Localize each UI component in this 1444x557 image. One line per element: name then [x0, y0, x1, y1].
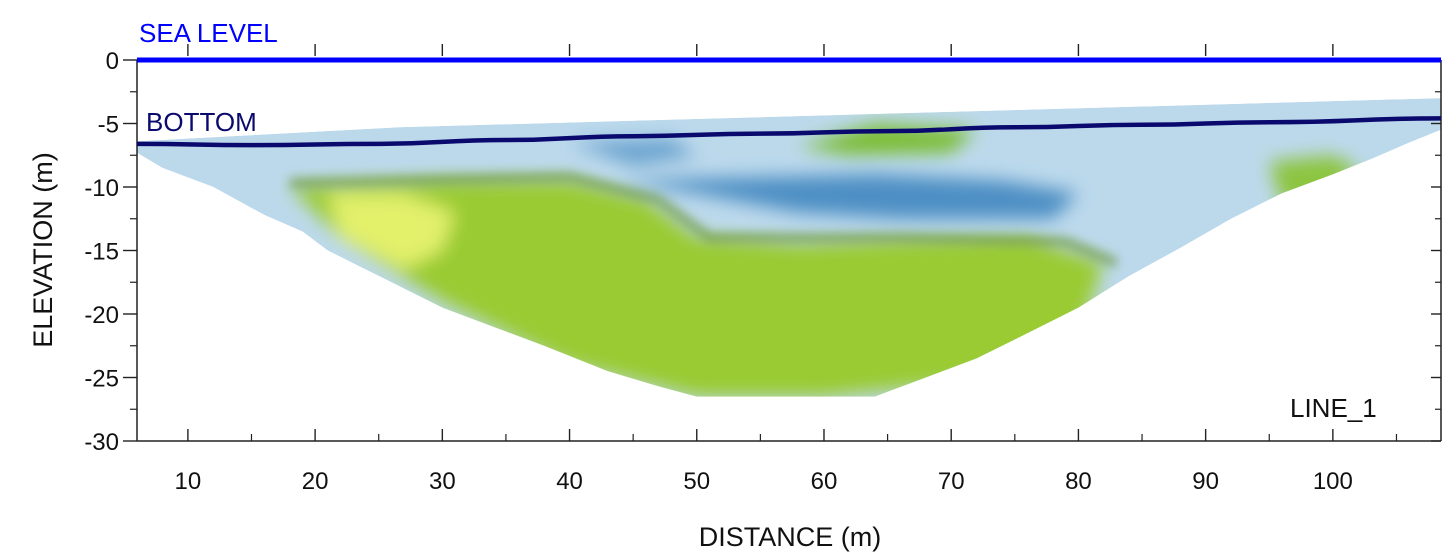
section-unit-5 — [1269, 155, 1359, 207]
x-tick-label: 10 — [175, 468, 202, 495]
x-axis-ticks: 10 20 30 40 50 60 70 80 90 100 — [175, 44, 1398, 495]
y-tick-label: -25 — [84, 366, 119, 393]
y-tick-label: -15 — [84, 239, 119, 266]
section-unit-6 — [569, 138, 697, 166]
section-unit-2 — [620, 174, 1079, 219]
y-tick-label: 0 — [106, 48, 119, 75]
x-tick-label: 40 — [556, 468, 583, 495]
sea-level-label: SEA LEVEL — [139, 18, 278, 48]
x-tick-label: 60 — [811, 468, 838, 495]
bottom-line — [136, 116, 1442, 148]
section-unit-1 — [289, 180, 1104, 397]
y-tick-label: -10 — [84, 175, 119, 202]
x-tick-label: 30 — [429, 468, 456, 495]
x-tick-label: 20 — [302, 468, 329, 495]
x-tick-label: 80 — [1065, 468, 1092, 495]
x-tick-label: 90 — [1192, 468, 1219, 495]
y-tick-label: -20 — [84, 302, 119, 329]
bottom-label: BOTTOM — [146, 107, 257, 137]
section-unit-3 — [327, 193, 455, 270]
x-tick-label: 50 — [683, 468, 710, 495]
y-tick-label: -30 — [84, 429, 119, 456]
transition-band — [289, 171, 1119, 268]
y-axis-title: ELEVATION (m) — [28, 152, 58, 348]
y-tick-label: -5 — [98, 112, 119, 139]
x-tick-label: 100 — [1313, 468, 1353, 495]
section-label: LINE_1 — [1290, 393, 1377, 423]
x-axis-title: DISTANCE (m) — [699, 522, 882, 552]
x-tick-label: 70 — [938, 468, 965, 495]
